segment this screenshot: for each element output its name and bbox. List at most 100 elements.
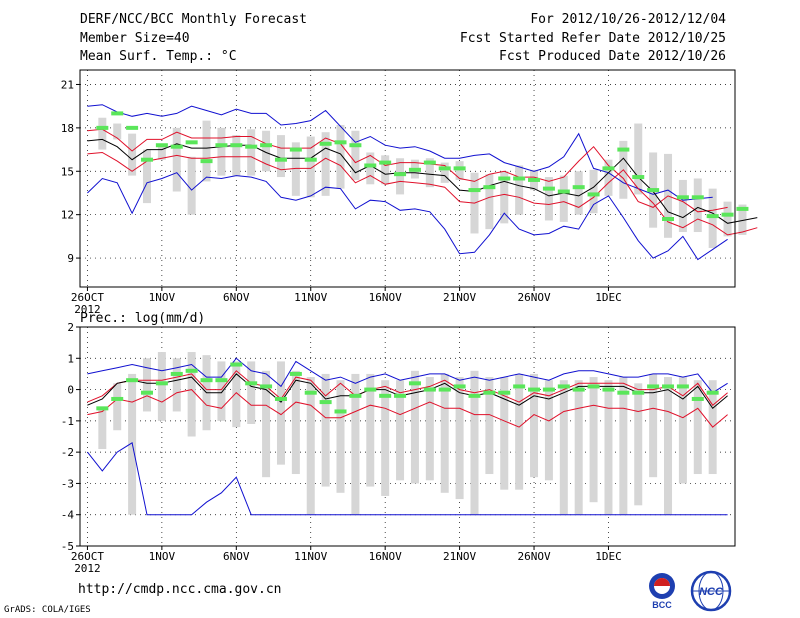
ensemble-box <box>693 178 702 233</box>
ensemble-box <box>232 135 241 176</box>
observed-marker <box>528 387 541 392</box>
observed-marker <box>230 362 243 367</box>
plot-frame <box>79 326 736 547</box>
observed-marker <box>453 384 466 389</box>
ensemble-box <box>187 156 196 215</box>
grads-credit: GrADS: COLA/IGES <box>4 605 91 615</box>
y-tick-label: 2 <box>67 321 74 334</box>
ensemble-box <box>693 380 702 475</box>
observed-marker <box>602 387 615 392</box>
ensemble-box <box>262 130 271 172</box>
observed-marker <box>260 384 273 389</box>
ensemble-box <box>515 165 524 215</box>
observed-marker <box>542 387 555 392</box>
ensemble-box <box>723 201 732 237</box>
y-tick-label: 15 <box>61 165 74 178</box>
ensemble-box <box>306 136 315 198</box>
prec-title: Prec.: log(mm/d) <box>80 311 205 326</box>
observed-marker <box>304 390 317 395</box>
observed-marker <box>274 396 287 401</box>
observed-marker <box>274 157 287 162</box>
y-tick-label: -2 <box>61 446 74 459</box>
ensemble-box <box>664 377 673 515</box>
observed-marker <box>245 144 258 149</box>
ensemble-box <box>113 383 122 431</box>
ensemble-box <box>306 377 315 515</box>
observed-marker <box>736 206 749 211</box>
observed-marker <box>513 384 526 389</box>
bcc-logo: BCC <box>649 573 675 610</box>
ensemble-box <box>574 380 583 515</box>
observed-marker <box>170 371 183 376</box>
ensemble-box <box>276 135 285 178</box>
ensemble-box <box>470 370 479 515</box>
ensemble-box <box>559 175 568 222</box>
ensemble-box <box>98 117 107 150</box>
observed-marker <box>170 144 183 149</box>
observed-marker <box>111 396 124 401</box>
ensemble-box <box>381 380 390 496</box>
line-min <box>87 441 728 516</box>
observed-marker <box>349 393 362 398</box>
ensemble-box <box>425 377 434 481</box>
ensemble-box <box>574 171 583 215</box>
footer-url[interactable]: http://cmdp.ncc.cma.gov.cn <box>78 582 282 597</box>
observed-marker <box>438 166 451 171</box>
observed-marker <box>662 384 675 389</box>
line-max <box>87 357 728 394</box>
observed-marker <box>185 368 198 373</box>
ensemble-box <box>351 373 360 515</box>
observed-marker <box>691 396 704 401</box>
observed-marker <box>602 166 615 171</box>
ensemble-box <box>708 188 717 248</box>
ensemble-box <box>500 171 509 224</box>
observed-marker <box>319 400 332 405</box>
observed-marker <box>721 212 734 217</box>
x-tick-label: 16NOV <box>369 291 402 304</box>
produced-date: Fcst Produced Date 2012/10/26 <box>499 49 726 64</box>
x-tick-label: 6NOV <box>223 550 250 563</box>
x-tick-label: 21NOV <box>443 291 476 304</box>
observed-marker <box>557 189 570 194</box>
observed-marker <box>498 176 511 181</box>
line-min <box>87 172 728 261</box>
ensemble-box <box>366 373 375 487</box>
observed-marker <box>200 159 213 164</box>
ensemble-box <box>425 158 434 188</box>
ensemble-box <box>485 377 494 475</box>
forecast-period: For 2012/10/26-2012/12/04 <box>530 12 726 27</box>
observed-marker <box>394 172 407 177</box>
x-tick-label: 1NOV <box>149 550 176 563</box>
observed-marker <box>453 166 466 171</box>
ensemble-box <box>276 361 285 465</box>
ensemble-box <box>291 142 300 196</box>
x-tick-label: 6NOV <box>223 291 250 304</box>
ensemble-box <box>157 146 166 160</box>
observed-marker <box>498 390 511 395</box>
observed-marker <box>96 406 109 411</box>
ensemble-box <box>678 377 687 484</box>
ensemble-box <box>738 204 747 235</box>
x-tick-label: 1NOV <box>149 291 176 304</box>
ensemble-box <box>396 158 405 195</box>
observed-marker <box>572 185 585 190</box>
observed-marker <box>140 157 153 162</box>
member-size: Member Size=40 <box>80 31 190 46</box>
ensemble-box <box>157 352 166 421</box>
ensemble-box <box>217 127 226 176</box>
ensemble-box <box>440 373 449 493</box>
observed-marker <box>587 192 600 197</box>
observed-marker <box>528 177 541 182</box>
ensemble-box <box>142 149 151 204</box>
ensemble-box <box>321 132 330 196</box>
x-tick-label: 1DEC <box>595 291 622 304</box>
observed-marker <box>126 378 139 383</box>
y-tick-label: -1 <box>61 415 74 428</box>
observed-marker <box>140 390 153 395</box>
observed-marker <box>155 143 168 148</box>
y-tick-label: 21 <box>61 78 74 91</box>
ensemble-box <box>381 155 390 185</box>
line-mean <box>87 373 728 410</box>
year-label: 2012 <box>74 562 101 575</box>
ensemble-box <box>410 370 419 484</box>
